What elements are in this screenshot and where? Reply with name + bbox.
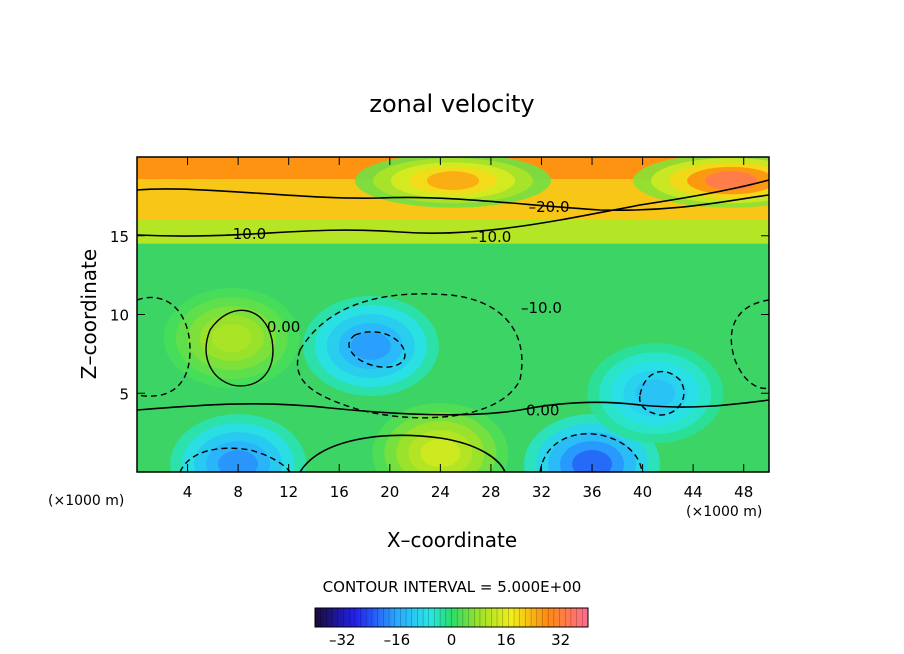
x-unit-left: (×1000 m) (48, 493, 124, 509)
contour-line (137, 188, 769, 212)
contour-label: –10.0 (521, 299, 562, 317)
x-axis-label: X–coordinate (387, 528, 517, 552)
x-tick-label: 36 (582, 483, 601, 501)
contour-line (137, 179, 769, 237)
colorbar-tick-label: 32 (551, 631, 570, 649)
x-tick-label: 28 (481, 483, 500, 501)
contour-line (539, 433, 643, 472)
colorbar-tick-label: 16 (497, 631, 516, 649)
contour-label: –10.0 (470, 228, 511, 246)
x-tick-label: 48 (734, 483, 753, 501)
x-tick-label: 40 (633, 483, 652, 501)
contour-label: 0.00 (526, 401, 559, 419)
field-extremum-5 (587, 343, 724, 444)
contour-line (299, 434, 506, 472)
contour-line (638, 370, 685, 416)
y-tick-label: 5 (119, 385, 129, 403)
field-extremum-2 (302, 296, 439, 396)
chart-title: zonal velocity (369, 90, 534, 118)
y-tick-label: 10 (110, 307, 129, 325)
x-tick-label: 8 (233, 483, 243, 501)
field-extremum-1 (633, 157, 769, 208)
contour-interval: CONTOUR INTERVAL = 5.000E+00 (323, 578, 582, 596)
y-tick-label: 15 (110, 228, 129, 246)
contour-line (348, 331, 406, 368)
x-tick-label: 44 (684, 483, 703, 501)
contour-label: –20.0 (529, 198, 570, 216)
x-tick-label: 4 (183, 483, 193, 501)
contour-label: 0.00 (267, 318, 300, 336)
field-extremum-0 (355, 157, 551, 208)
x-tick-label: 20 (380, 483, 399, 501)
contour-label: –10.0 (225, 225, 266, 243)
colorbar-tick-label: –32 (329, 631, 356, 649)
x-tick-label: 12 (279, 483, 298, 501)
contour-line (205, 309, 274, 387)
contour-line (730, 299, 769, 390)
x-unit-right: (×1000 m) (686, 504, 762, 520)
field-extremum-6 (163, 288, 300, 389)
y-axis-label: Z–coordinate (77, 249, 101, 379)
heatmap-field (137, 157, 769, 472)
contour-line (179, 447, 291, 472)
colorbar-tick-label: –16 (384, 631, 411, 649)
colorbar-tick-label: 0 (447, 631, 457, 649)
x-tick-label: 24 (431, 483, 450, 501)
contour-line (296, 293, 523, 419)
x-tick-label: 16 (330, 483, 349, 501)
band-mid (137, 220, 769, 244)
x-tick-label: 32 (532, 483, 551, 501)
contour-line (137, 296, 191, 397)
contour-line (137, 399, 769, 416)
